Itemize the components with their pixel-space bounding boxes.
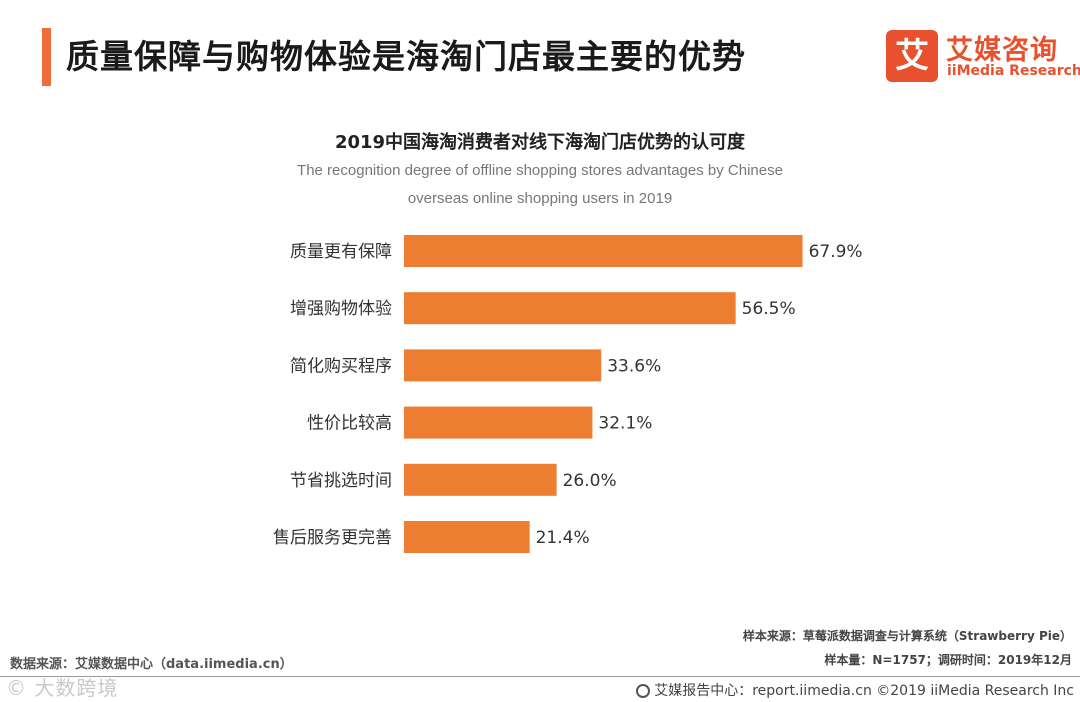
category-label-0: 质量更有保障 bbox=[290, 242, 392, 262]
value-label-1: 56.5% bbox=[742, 299, 796, 319]
data-source-text: 数据来源：艾媒数据中心（data.iimedia.cn） bbox=[10, 657, 293, 672]
chart-subtitle-line2: overseas online shopping users in 2019 bbox=[407, 190, 673, 207]
logo-cn-text: 艾媒咨询 bbox=[946, 35, 1058, 66]
footer-report-center: 艾媒报告中心：report.iimedia.cn ©2019 iiMedia R… bbox=[636, 680, 1074, 700]
bar-1 bbox=[404, 292, 736, 325]
chart-subtitle-line1: The recognition degree of offline shoppi… bbox=[297, 162, 783, 179]
category-label-3: 性价比较高 bbox=[307, 414, 392, 434]
bar-chart: 质量更有保障 67.9% 增强购物体验 56.5% 简化购买程序 33.6% 性价比较高 32… bbox=[273, 235, 863, 553]
value-label-4: 26.0% bbox=[563, 471, 617, 491]
bar-0 bbox=[404, 235, 803, 267]
value-label-2: 33.6% bbox=[607, 356, 661, 376]
value-label-3: 32.1% bbox=[598, 414, 652, 434]
watermark: © 大数跨境 bbox=[6, 676, 119, 700]
category-label-2: 简化购买程序 bbox=[290, 356, 392, 376]
bar-4 bbox=[404, 463, 557, 496]
logo-en-text: iiMedia Research bbox=[947, 63, 1080, 79]
category-label-4: 节省挑选时间 bbox=[290, 471, 392, 491]
bar-2 bbox=[404, 349, 602, 382]
bar-3 bbox=[404, 406, 593, 439]
category-label-5: 售后服务更完善 bbox=[273, 528, 392, 548]
value-label-5: 21.4% bbox=[536, 528, 590, 548]
footer-divider bbox=[0, 676, 1080, 677]
bar-5 bbox=[404, 521, 530, 553]
sample-size-text: 样本量：N=1757；调研时间：2019年12月 bbox=[824, 653, 1072, 667]
iimedia-logo: 艾 艾媒咨询 iiMedia Research bbox=[886, 30, 1080, 82]
page-title: 质量保障与购物体验是海淘门店最主要的优势 bbox=[66, 37, 746, 76]
title-accent-bar bbox=[42, 28, 51, 86]
sample-source-text: 样本来源：草莓派数据调查与计算系统（Strawberry Pie） bbox=[742, 629, 1072, 643]
category-label-1: 增强购物体验 bbox=[290, 299, 392, 319]
chart-title: 2019中国海淘消费者对线下海淘门店优势的认可度 bbox=[334, 132, 746, 153]
value-label-0: 67.9% bbox=[809, 242, 863, 262]
report-center-text: 艾媒报告中心：report.iimedia.cn ©2019 iiMedia R… bbox=[654, 683, 1074, 699]
logo-mark: 艾 bbox=[886, 30, 938, 82]
globe-icon bbox=[636, 684, 651, 698]
